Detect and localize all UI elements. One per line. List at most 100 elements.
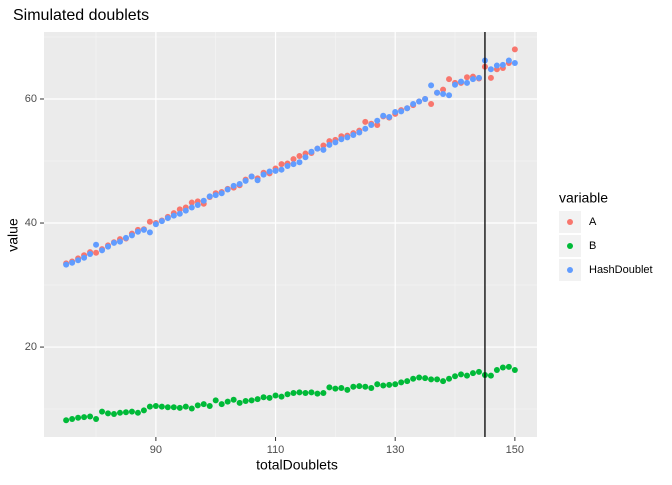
- point: [499, 364, 506, 371]
- legend-marker: [567, 219, 573, 225]
- point: [368, 122, 375, 129]
- point: [194, 202, 201, 209]
- point: [308, 148, 315, 155]
- point: [146, 229, 153, 236]
- x-tick-label: 150: [506, 444, 524, 456]
- point: [440, 91, 447, 98]
- point: [116, 409, 123, 416]
- point: [511, 60, 518, 67]
- point: [200, 197, 207, 204]
- point: [176, 210, 183, 217]
- point: [505, 57, 512, 64]
- point: [428, 100, 435, 107]
- point: [236, 399, 243, 406]
- point: [134, 409, 141, 416]
- point: [338, 385, 345, 392]
- point: [164, 215, 171, 222]
- point: [469, 370, 476, 377]
- point: [105, 410, 112, 417]
- point: [218, 401, 225, 408]
- y-tick-label: 20: [25, 341, 37, 353]
- point: [194, 402, 201, 409]
- point: [338, 136, 345, 143]
- point: [326, 141, 333, 148]
- point: [116, 238, 123, 245]
- point: [128, 232, 135, 239]
- point: [69, 416, 76, 423]
- point: [170, 212, 177, 219]
- point: [75, 257, 82, 264]
- point: [272, 392, 279, 399]
- point: [218, 190, 225, 197]
- point: [224, 398, 231, 405]
- point: [122, 409, 129, 416]
- point: [290, 161, 297, 168]
- point: [260, 171, 267, 178]
- point: [152, 402, 159, 409]
- point: [398, 379, 405, 386]
- point: [362, 383, 369, 390]
- point: [380, 382, 387, 389]
- point: [308, 389, 315, 396]
- point: [374, 381, 381, 388]
- legend-marker: [567, 243, 573, 249]
- point: [404, 378, 411, 385]
- point: [81, 414, 88, 421]
- point: [487, 372, 494, 379]
- point: [236, 180, 243, 187]
- point: [176, 206, 183, 213]
- point: [511, 46, 518, 53]
- point: [140, 407, 147, 414]
- legend-label: A: [589, 216, 597, 228]
- y-tick-label: 40: [25, 217, 37, 229]
- point: [87, 251, 94, 258]
- point: [350, 383, 357, 390]
- point: [410, 375, 417, 382]
- point: [200, 401, 207, 408]
- point: [332, 385, 339, 392]
- point: [446, 76, 453, 83]
- point: [493, 367, 500, 374]
- point: [224, 186, 231, 193]
- point: [463, 372, 470, 379]
- point: [93, 416, 100, 423]
- point: [272, 167, 279, 174]
- point: [278, 161, 285, 168]
- point: [320, 142, 327, 149]
- point: [182, 403, 189, 410]
- point: [463, 79, 470, 86]
- point: [392, 109, 399, 116]
- point: [188, 199, 195, 206]
- point: [458, 78, 465, 85]
- point: [296, 389, 303, 396]
- point: [69, 259, 76, 266]
- point: [188, 204, 195, 211]
- point: [99, 247, 106, 254]
- point: [105, 243, 112, 250]
- point: [63, 417, 70, 424]
- point: [302, 154, 309, 161]
- point: [344, 386, 351, 393]
- point: [434, 89, 441, 96]
- point: [368, 385, 375, 392]
- point: [242, 177, 249, 184]
- point: [278, 166, 285, 173]
- point: [463, 74, 470, 81]
- point: [266, 394, 273, 401]
- point: [212, 192, 219, 199]
- point: [158, 403, 165, 410]
- point: [422, 95, 429, 102]
- point: [170, 404, 177, 411]
- point: [434, 376, 441, 383]
- point: [164, 404, 171, 411]
- point: [290, 389, 297, 396]
- point: [99, 408, 106, 415]
- x-tick-label: 110: [267, 444, 285, 456]
- point: [440, 378, 447, 385]
- point: [176, 404, 183, 411]
- point: [458, 371, 465, 378]
- point: [290, 156, 297, 163]
- point: [493, 62, 500, 69]
- y-axis-label: value: [5, 218, 21, 252]
